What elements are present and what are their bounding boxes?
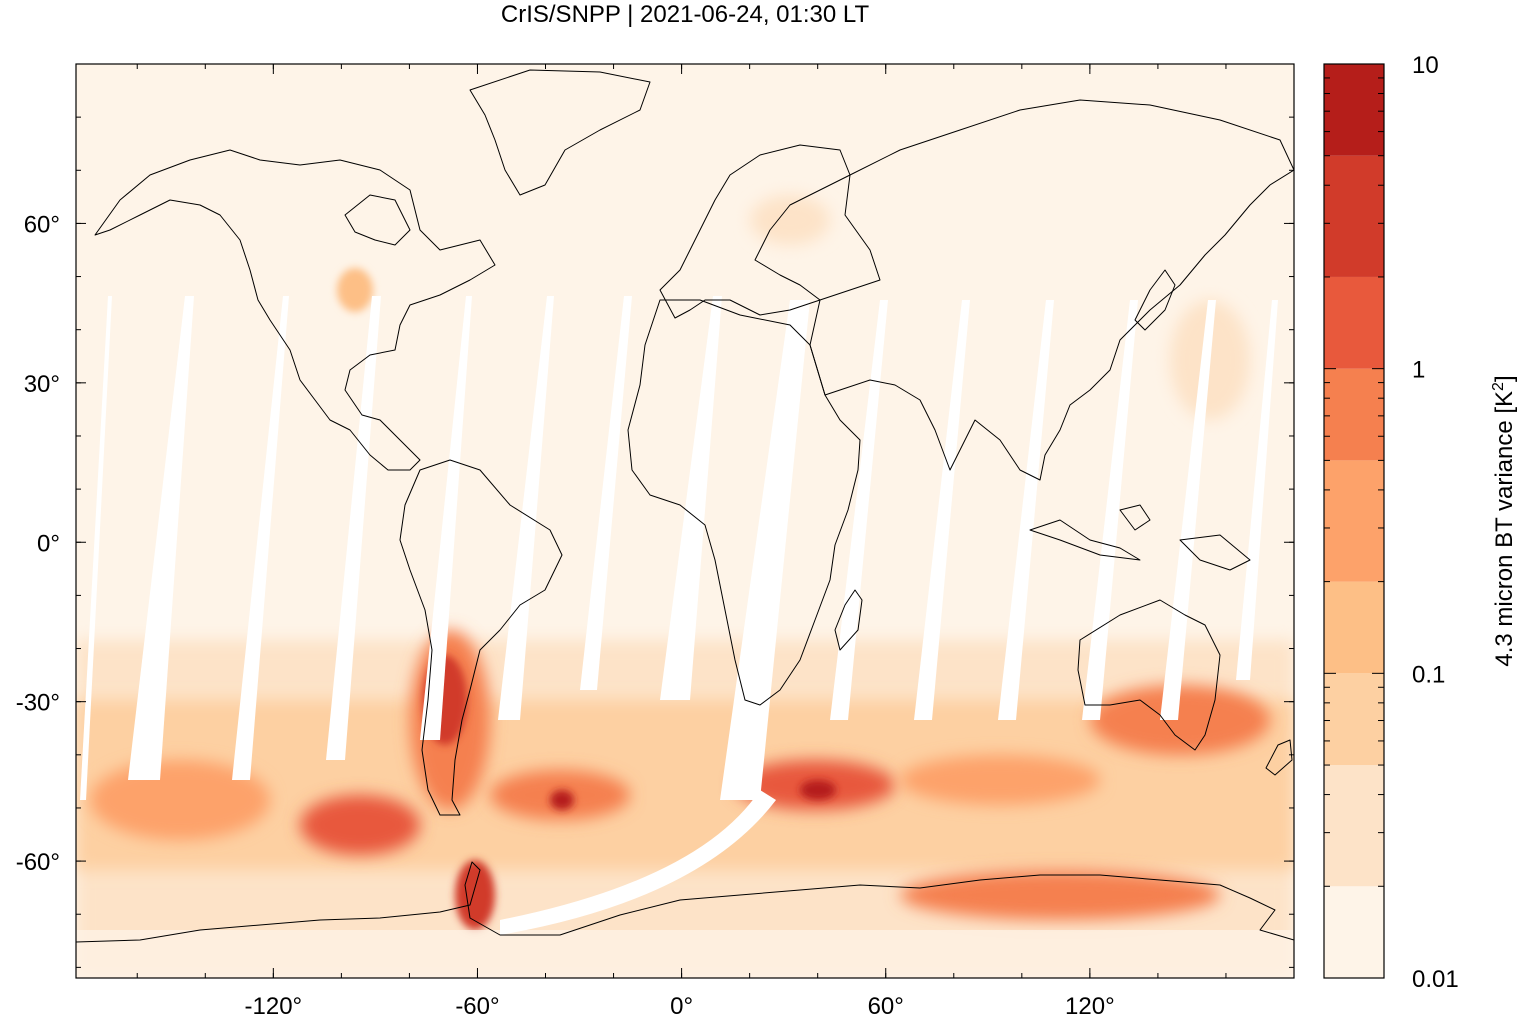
colorbar-bin: [1324, 673, 1384, 766]
colorbar-bin: [1324, 276, 1384, 369]
y-tick-label: -30°: [16, 690, 60, 717]
colorbar: 10 1 0.1 0.01 4.3 micron BT variance [K2]: [1323, 52, 1518, 993]
colorbar-tick-label: 0.01: [1412, 966, 1459, 993]
map-ticks: [76, 64, 1295, 978]
map-frame: [75, 63, 1295, 979]
y-tick-label: -60°: [16, 849, 60, 876]
colorbar-bin: [1324, 368, 1384, 461]
x-tick-label: -60°: [455, 993, 499, 1020]
coast-madagascar: [834, 589, 863, 651]
orbit-gap: [1236, 300, 1278, 680]
south-atlantic-core: [550, 790, 574, 810]
orbit-gap: [326, 296, 381, 760]
colorbar-tick-label: 1: [1412, 357, 1425, 384]
north-america-patch: [337, 268, 373, 312]
colorbar-tick-labels: 10 1 0.1 0.01: [1412, 52, 1459, 993]
coast-hudson-bay: [344, 194, 411, 246]
colorbar-ticks: [1324, 77, 1384, 979]
colorbar-tick-label: 10: [1412, 52, 1439, 79]
coastlines: [76, 69, 1294, 943]
coast-indonesia: [1029, 504, 1251, 571]
coast-south-america: [399, 459, 563, 816]
orbit-gap: [232, 296, 289, 780]
orbit-gap: [830, 300, 888, 720]
coast-japan: [1134, 269, 1176, 331]
colorbar-bins: [1324, 64, 1384, 978]
colorbar-bin: [1324, 460, 1384, 582]
orbit-gap: [720, 300, 810, 800]
coast-asia: [809, 99, 1294, 481]
y-tick-label: 60°: [24, 211, 60, 238]
orbit-gap-arc: [500, 790, 776, 935]
colorbar-bin: [1324, 765, 1384, 887]
colorbar-label: 4.3 micron BT variance [K2]: [1490, 375, 1518, 666]
drake-hotspot: [300, 795, 420, 855]
indian-ocean-core: [800, 780, 836, 800]
y-tick-label: 30°: [24, 371, 60, 398]
orbit-gap: [914, 300, 970, 720]
colorbar-bin: [1324, 64, 1384, 156]
mid-indian-band: [900, 755, 1100, 805]
colorbar-frame: [1323, 63, 1385, 979]
colorbar-tick-label: 0.1: [1412, 661, 1445, 688]
map-panel: -120° -60° 0° 60° 120° 60° 30° 0° -30° -60°: [16, 63, 1295, 1020]
x-tick-label: 60°: [868, 993, 904, 1020]
orbit-gap: [420, 296, 472, 740]
east-antarctica-band: [900, 870, 1220, 920]
x-tick-label: 120°: [1065, 993, 1115, 1020]
orbit-gaps: [80, 296, 1278, 935]
chart-title: CrIS/SNPP | 2021-06-24, 01:30 LT: [501, 1, 870, 28]
europe-patch: [750, 195, 830, 245]
x-tick-label: 0°: [670, 993, 693, 1020]
coast-new-zealand: [1265, 739, 1293, 776]
orbit-gap: [1160, 300, 1216, 720]
orbit-gap: [998, 300, 1054, 720]
orbit-gap: [580, 296, 632, 690]
orbit-gap: [128, 296, 194, 780]
antarctic-edge: [76, 930, 1294, 978]
orbit-gap: [80, 296, 112, 800]
x-tick-label: -120°: [245, 993, 303, 1020]
colorbar-bin: [1324, 886, 1384, 978]
coast-north-america: [94, 149, 496, 471]
colorbar-bin: [1324, 581, 1384, 674]
australia-hotspot: [1090, 685, 1270, 755]
orbit-gap: [1082, 300, 1138, 720]
coast-europe: [659, 144, 851, 319]
coast-greenland: [469, 69, 651, 196]
x-axis-tick-labels: -120° -60° 0° 60° 120°: [245, 993, 1115, 1020]
antarctic-peninsula-hotspot: [455, 860, 495, 930]
y-axis-tick-labels: 60° 30° 0° -30° -60°: [16, 211, 60, 876]
coast-australia: [1077, 599, 1221, 751]
orbit-gap: [498, 296, 554, 720]
orbit-gap: [660, 296, 722, 700]
colorbar-bin: [1324, 155, 1384, 277]
coast-antarctica: [76, 861, 1294, 943]
y-tick-label: 0°: [37, 530, 60, 557]
